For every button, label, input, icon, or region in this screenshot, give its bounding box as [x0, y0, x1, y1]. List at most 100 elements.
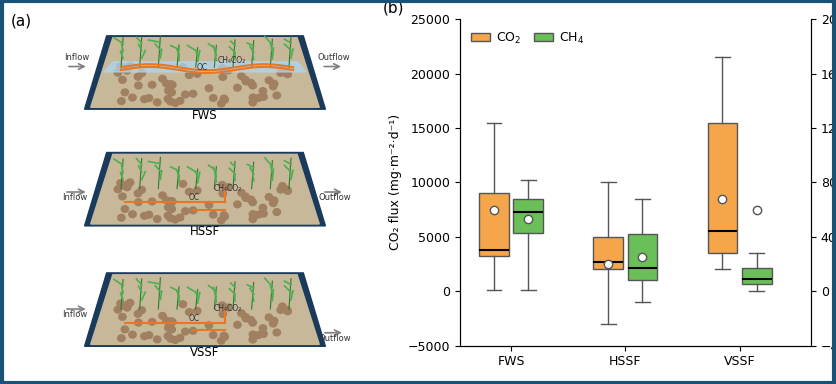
Circle shape: [176, 334, 184, 341]
Circle shape: [206, 202, 212, 208]
Circle shape: [149, 318, 155, 325]
Circle shape: [234, 84, 241, 91]
Circle shape: [186, 309, 193, 316]
Circle shape: [176, 98, 184, 104]
Circle shape: [145, 95, 153, 101]
Text: CH₄CO₂: CH₄CO₂: [217, 56, 246, 65]
Circle shape: [169, 319, 176, 325]
Circle shape: [171, 337, 179, 343]
Circle shape: [283, 306, 291, 313]
Text: FWS: FWS: [192, 109, 218, 122]
Circle shape: [219, 311, 227, 318]
Circle shape: [171, 216, 179, 223]
Circle shape: [159, 75, 166, 82]
Circle shape: [164, 333, 171, 339]
Circle shape: [119, 313, 126, 320]
Polygon shape: [90, 154, 319, 224]
Circle shape: [179, 64, 186, 71]
Circle shape: [154, 336, 161, 343]
Circle shape: [283, 70, 291, 76]
Circle shape: [269, 200, 277, 207]
Text: CH₄CO₂: CH₄CO₂: [213, 184, 242, 193]
Polygon shape: [104, 62, 306, 72]
PathPatch shape: [594, 237, 623, 270]
Circle shape: [271, 318, 278, 324]
Circle shape: [218, 302, 226, 309]
Circle shape: [220, 332, 227, 339]
Circle shape: [278, 303, 286, 310]
Circle shape: [179, 301, 186, 308]
Circle shape: [118, 214, 125, 221]
Circle shape: [277, 306, 284, 313]
Text: (b): (b): [383, 1, 404, 16]
Circle shape: [120, 65, 127, 72]
Circle shape: [145, 332, 153, 339]
Circle shape: [176, 214, 184, 221]
Circle shape: [186, 188, 193, 195]
Circle shape: [135, 310, 141, 317]
Circle shape: [163, 80, 170, 87]
Circle shape: [217, 217, 225, 223]
Circle shape: [271, 197, 278, 204]
Circle shape: [218, 65, 226, 72]
Circle shape: [259, 88, 267, 94]
Circle shape: [234, 321, 241, 328]
Circle shape: [237, 73, 245, 79]
Circle shape: [242, 195, 249, 201]
Circle shape: [124, 67, 130, 74]
Circle shape: [168, 89, 176, 96]
Polygon shape: [90, 38, 319, 108]
Polygon shape: [84, 152, 325, 226]
Circle shape: [278, 66, 286, 73]
Circle shape: [273, 329, 280, 336]
Circle shape: [249, 211, 257, 217]
Circle shape: [210, 94, 217, 101]
Circle shape: [273, 209, 280, 215]
Circle shape: [247, 79, 255, 86]
Circle shape: [125, 64, 132, 71]
Circle shape: [165, 324, 172, 331]
Circle shape: [242, 76, 249, 83]
Circle shape: [115, 69, 121, 76]
Circle shape: [194, 187, 201, 194]
Circle shape: [121, 326, 129, 333]
Circle shape: [255, 94, 263, 101]
Text: OC: OC: [189, 314, 200, 323]
Circle shape: [124, 304, 130, 311]
Circle shape: [249, 199, 257, 205]
Circle shape: [164, 212, 171, 219]
Circle shape: [189, 207, 196, 214]
Polygon shape: [84, 36, 325, 109]
Circle shape: [138, 186, 145, 193]
Circle shape: [283, 186, 291, 193]
Circle shape: [265, 314, 273, 321]
Circle shape: [167, 81, 174, 88]
Circle shape: [181, 328, 189, 335]
Text: Inflow: Inflow: [63, 310, 88, 319]
Circle shape: [225, 67, 232, 74]
Circle shape: [206, 85, 212, 92]
Text: CH₄CO₂: CH₄CO₂: [213, 304, 242, 313]
Circle shape: [138, 70, 145, 76]
Circle shape: [265, 77, 273, 84]
Circle shape: [249, 82, 257, 89]
Text: VSSF: VSSF: [191, 346, 220, 359]
Circle shape: [225, 304, 232, 311]
Circle shape: [249, 319, 257, 326]
Circle shape: [277, 186, 284, 193]
Circle shape: [221, 334, 228, 340]
Circle shape: [135, 190, 141, 197]
Circle shape: [163, 197, 170, 204]
Circle shape: [125, 180, 132, 187]
PathPatch shape: [707, 122, 737, 253]
PathPatch shape: [742, 268, 772, 285]
Circle shape: [217, 100, 225, 107]
Circle shape: [221, 96, 228, 103]
Circle shape: [140, 212, 148, 219]
Circle shape: [255, 332, 263, 338]
Circle shape: [163, 317, 170, 324]
Circle shape: [115, 306, 121, 313]
Circle shape: [135, 73, 141, 80]
Circle shape: [159, 192, 166, 199]
Circle shape: [167, 335, 174, 342]
